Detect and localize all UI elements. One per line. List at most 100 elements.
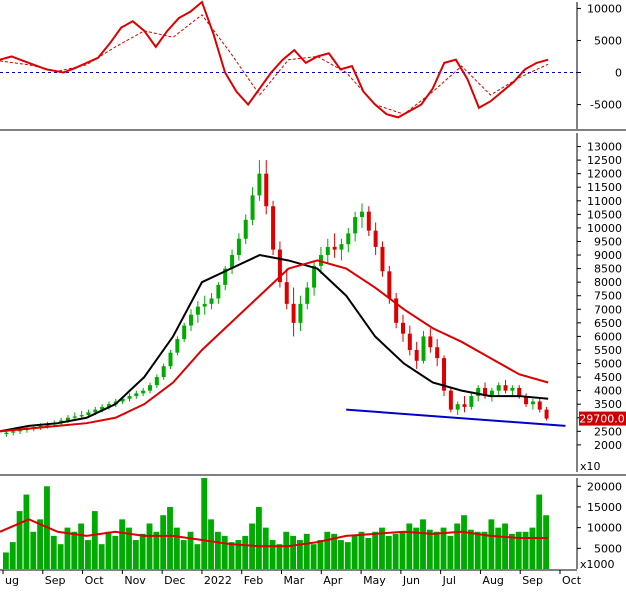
volume-bar xyxy=(406,523,413,569)
price-tick-label: 8500 xyxy=(594,263,622,276)
volume-bar xyxy=(385,535,392,569)
candle-body xyxy=(209,298,214,304)
price-tick-label: 6500 xyxy=(594,317,622,330)
candle-body xyxy=(127,396,132,399)
candle-body xyxy=(175,339,180,353)
candle-body xyxy=(462,404,467,407)
volume-bar xyxy=(529,527,536,569)
candle-body xyxy=(435,347,440,359)
volume-bar xyxy=(50,535,57,569)
candle-body xyxy=(18,429,23,432)
candle-body xyxy=(86,412,91,416)
price-ma-short-line xyxy=(0,253,549,433)
price-ma-long-line xyxy=(0,259,549,433)
volume-bar xyxy=(146,523,153,569)
price-axis-multiplier: x10 xyxy=(580,460,601,473)
price-tick-label: 2500 xyxy=(594,425,622,438)
candle-body xyxy=(243,219,248,239)
volume-bar xyxy=(255,506,262,569)
volume-bar xyxy=(242,535,249,569)
volume-bar xyxy=(167,506,173,569)
candle-body xyxy=(483,387,488,397)
candle-body xyxy=(93,409,98,413)
candle-body xyxy=(250,195,255,220)
oscillator-signal-line xyxy=(0,14,549,115)
candle-body xyxy=(168,352,173,367)
candle-body xyxy=(106,404,111,407)
price-tick-label: 5500 xyxy=(594,344,622,357)
volume-bar xyxy=(201,478,208,569)
x-tick-label: Aug xyxy=(482,574,503,587)
volume-tick-label: 5000 xyxy=(594,542,622,555)
candle-body xyxy=(264,173,269,207)
volume-bar xyxy=(173,527,180,569)
volume-bar xyxy=(283,531,290,569)
candle-body xyxy=(230,255,235,269)
volume-bar xyxy=(64,527,71,569)
candle-body xyxy=(236,238,241,256)
volume-bar xyxy=(413,527,420,569)
volume-bar xyxy=(153,531,160,569)
candle-body xyxy=(400,322,405,334)
volume-panel: 20000 15000 10000 5000 x1000 xyxy=(0,478,622,571)
price-support-line xyxy=(346,408,566,427)
volume-bar xyxy=(310,544,317,569)
x-tick-label: Nov xyxy=(124,574,146,587)
candle-body xyxy=(154,377,159,386)
x-tick-label: Oct xyxy=(85,574,105,587)
candle-body xyxy=(359,211,364,218)
volume-bar xyxy=(208,519,214,569)
candle-body xyxy=(394,298,399,323)
candle-body xyxy=(476,387,481,397)
volume-bar xyxy=(119,519,126,569)
x-axis: ug Sep Oct Nov Dec 2022 Feb Mar Apr May Jun Jul Aug S… xyxy=(0,569,582,587)
candle-body xyxy=(387,271,392,299)
volume-bar xyxy=(372,531,379,569)
oscillator-tick-label: 10000 xyxy=(587,2,622,15)
volume-bar xyxy=(187,531,194,569)
candle-body xyxy=(277,249,282,283)
candle-body xyxy=(202,303,207,307)
x-tick-label: Jun xyxy=(402,574,420,587)
volume-bar xyxy=(522,531,529,569)
oscillator-main-line xyxy=(0,0,549,119)
candle-body xyxy=(442,358,447,391)
price-tick-label: 4000 xyxy=(594,385,622,398)
price-tick-label: 5000 xyxy=(594,358,622,371)
volume-bar xyxy=(235,540,242,569)
candle-body xyxy=(182,325,187,340)
price-tick-label: 12000 xyxy=(587,168,622,181)
candle-body xyxy=(223,268,228,285)
candle-body xyxy=(489,390,494,397)
candle-body xyxy=(141,390,146,394)
oscillator-tick-label: 5000 xyxy=(594,34,622,47)
volume-bar xyxy=(392,533,399,569)
volume-bar xyxy=(16,511,23,569)
x-tick-label: Sep xyxy=(45,574,66,587)
candle-body xyxy=(469,396,474,407)
candle-body xyxy=(332,246,337,250)
volume-bar xyxy=(447,535,454,569)
candle-body xyxy=(189,314,194,326)
volume-bar xyxy=(515,531,522,569)
x-tick-label: Jul xyxy=(442,574,456,587)
candle-body xyxy=(517,387,522,397)
volume-bar xyxy=(37,519,44,569)
candle-body xyxy=(339,244,344,250)
candle-body xyxy=(353,217,358,234)
volume-bar xyxy=(9,542,16,569)
volume-bar xyxy=(180,540,187,569)
oscillator-panel: 10000 5000 0 -5000 xyxy=(0,0,626,131)
candle-body xyxy=(414,349,419,361)
price-tick-label: 7000 xyxy=(594,303,622,316)
volume-bar xyxy=(303,533,310,569)
volume-bar xyxy=(317,540,324,569)
candle-body xyxy=(448,390,453,410)
volume-bar xyxy=(91,511,98,569)
x-tick-label: Oct xyxy=(562,574,582,587)
volume-bar xyxy=(399,531,406,569)
candle-body xyxy=(496,385,501,391)
price-tick-label: 8000 xyxy=(594,276,622,289)
price-tick-label: 6000 xyxy=(594,330,622,343)
